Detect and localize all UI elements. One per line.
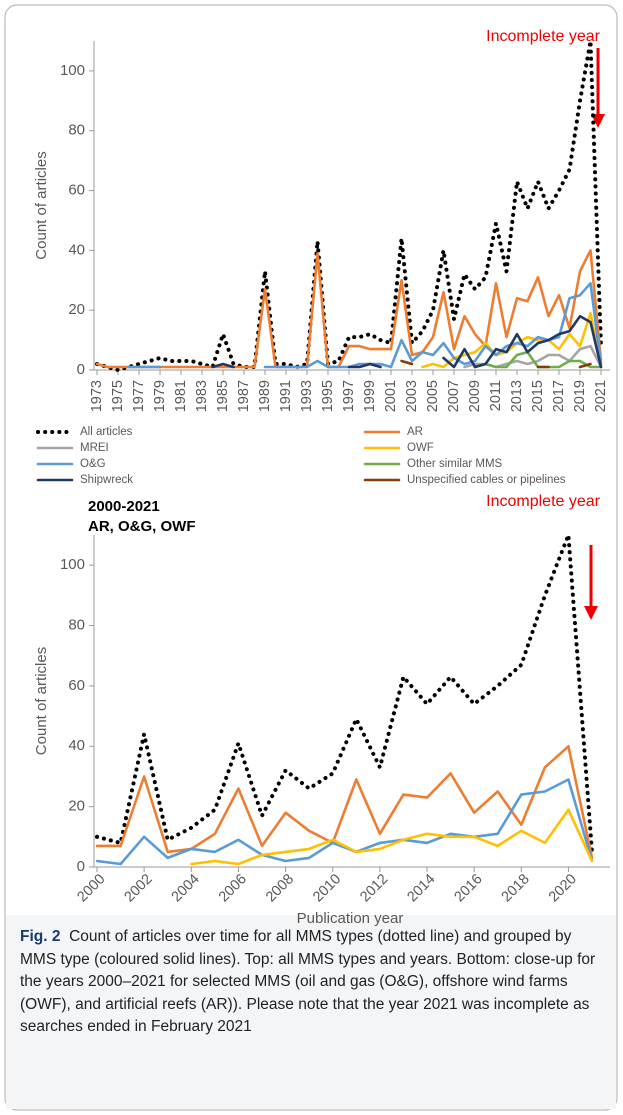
x-tick-label: 2014 [404,871,438,905]
series-line [95,249,603,369]
x-axis-label: Publication year [297,910,404,927]
x-tick-label: 2017 [551,380,567,412]
x-tick-label: 1991 [278,380,294,412]
x-tick-label: 1989 [257,380,273,412]
series-line [95,39,603,372]
x-tick-label: 2019 [572,380,588,412]
x-tick-label: 2004 [169,871,203,905]
x-tick-label: 2000 [74,871,108,905]
annotation: Incomplete year [486,28,601,45]
x-tick-label: 2006 [216,871,250,905]
y-tick-label: 40 [68,737,85,754]
series-line [127,282,603,369]
x-tick-label: 2007 [446,380,462,412]
y-tick-label: 60 [68,182,85,199]
arrow-head [591,114,605,128]
legend-label: O&G [80,458,106,470]
arrow-head [584,606,598,620]
series-line [95,533,594,854]
x-tick-label: 1997 [341,380,357,412]
series-line [211,314,603,369]
figure-frame [4,4,618,1111]
x-tick-label: 2013 [509,380,525,412]
x-tick-label: 1983 [194,380,210,412]
x-tick-label: 2010 [310,871,344,905]
caption: Fig. 2 Count of articles over time for a… [20,926,610,1039]
legend-label: OWF [407,442,434,454]
y-tick-label: 0 [77,361,85,378]
x-tick-label: 2015 [530,380,546,412]
x-tick-label: 1973 [89,380,105,412]
x-tick-label: 1985 [215,380,231,412]
y-tick-label: 100 [60,556,85,573]
y-tick-label: 60 [68,677,85,694]
x-tick-label: 1995 [320,380,336,412]
x-tick-label: 2005 [425,380,441,412]
annotation: Incomplete year [486,493,601,510]
series-line [421,311,603,369]
x-tick-label: 2012 [357,871,391,905]
x-tick-label: 2018 [499,871,533,905]
y-tick-label: 80 [68,617,85,634]
x-tick-label: 1981 [173,380,189,412]
y-tick-label: 20 [68,798,85,815]
x-tick-label: 1977 [131,380,147,412]
series-line [400,359,592,369]
y-axis-label: Count of articles [33,647,50,755]
legend-label: All articles [80,426,133,438]
series-line [190,808,594,866]
x-tick-label: 1999 [362,380,378,412]
legend-label: MREI [80,442,109,454]
x-tick-label: 1993 [299,380,315,412]
x-tick-label: 1979 [152,380,168,412]
caption-text: Count of articles over time for all MMS … [20,928,596,1035]
x-tick-label: 2003 [404,380,420,412]
x-tick-label: 2009 [467,380,483,412]
y-tick-label: 20 [68,301,85,318]
x-tick-label: 2016 [452,871,486,905]
y-tick-label: 100 [60,62,85,79]
x-tick-label: 2020 [546,871,580,905]
legend-label: AR [407,426,423,438]
x-tick-label: 2021 [593,380,609,412]
x-tick-label: 1975 [110,380,126,412]
legend-label: Shipwreck [80,474,133,486]
legend-label: Unspecified cables or pipelines [407,474,566,486]
caption-label: Fig. 2 [20,928,61,945]
series-line [95,778,594,866]
y-tick-label: 80 [68,122,85,139]
y-tick-label: 0 [77,858,85,875]
x-tick-label: 2002 [122,871,156,905]
x-tick-label: 1987 [236,380,252,412]
chart-subtitle: AR, O&G, OWF [88,518,196,535]
chart-title: 2000-2021 [88,498,160,515]
y-axis-label: Count of articles [33,151,50,259]
x-tick-label: 2011 [488,380,504,411]
x-tick-label: 2001 [383,380,399,412]
series-line [95,745,594,860]
caption-background [6,915,616,1109]
x-tick-label: 2008 [263,871,297,905]
legend-label: Other similar MMS [407,458,503,470]
y-tick-label: 40 [68,241,85,258]
